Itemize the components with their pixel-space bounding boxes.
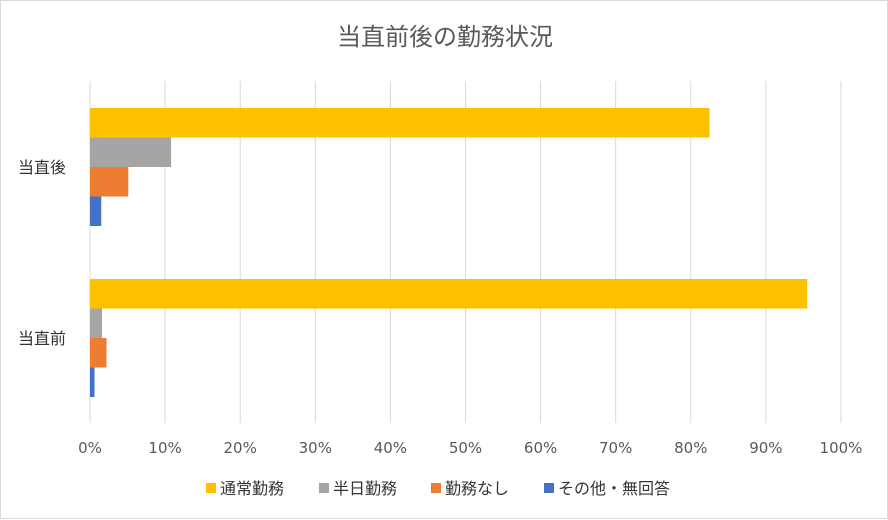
x-axis-ticks: 0% 10% 20% 30% 40% 50% 60% 70% 80% 90% 100%: [78, 439, 862, 457]
chart-title: 当直前後の勤務状況: [337, 23, 553, 51]
x-tick-label: 30%: [299, 439, 332, 457]
x-tick-label: 70%: [599, 439, 632, 457]
bar: [90, 338, 107, 368]
x-tick-label: 40%: [374, 439, 407, 457]
bar: [90, 279, 808, 309]
bar: [90, 196, 102, 226]
x-tick-label: 20%: [224, 439, 257, 457]
legend-swatch: [206, 483, 216, 493]
x-tick-label: 10%: [148, 439, 181, 457]
legend-label: その他・無回答: [558, 479, 670, 498]
x-tick-label: 50%: [449, 439, 482, 457]
legend: 通常勤務 半日勤務 勤務なし その他・無回答: [206, 479, 670, 498]
legend-label: 通常勤務: [220, 479, 284, 498]
legend-swatch: [431, 483, 441, 493]
bar: [90, 137, 172, 167]
category-label: 当直前: [18, 329, 66, 348]
bar: [90, 308, 103, 338]
legend-label: 勤務なし: [445, 479, 509, 498]
bar: [90, 167, 129, 197]
legend-swatch: [319, 483, 329, 493]
bar: [90, 367, 95, 397]
bars: [90, 108, 808, 397]
x-tick-label: 90%: [749, 439, 782, 457]
legend-label: 半日勤務: [333, 479, 397, 498]
category-label: 当直後: [18, 158, 66, 177]
x-tick-label: 60%: [524, 439, 557, 457]
bar: [90, 108, 710, 138]
x-tick-label: 80%: [674, 439, 707, 457]
legend-swatch: [544, 483, 554, 493]
x-tick-label: 100%: [820, 439, 863, 457]
x-tick-label: 0%: [78, 439, 102, 457]
